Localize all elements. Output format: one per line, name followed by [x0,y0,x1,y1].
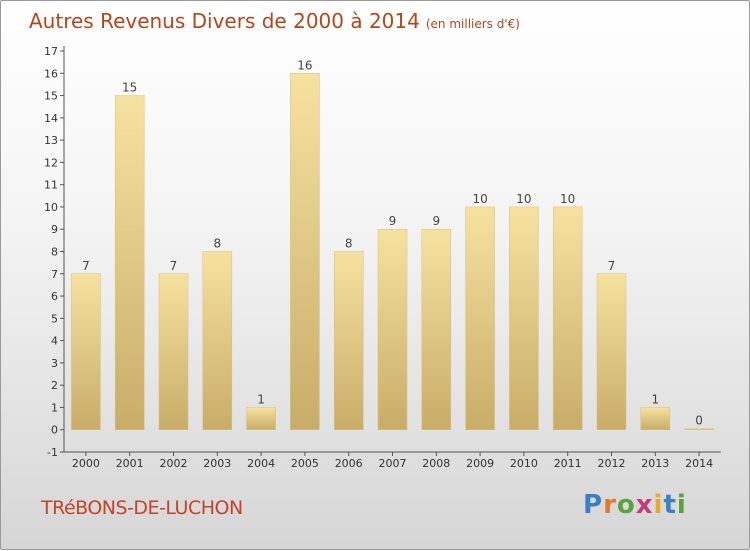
bar[interactable] [333,251,364,430]
x-tick-label: 2012 [598,457,626,470]
x-tick-label: 2000 [72,457,100,470]
x-tick-label: 2008 [422,457,450,470]
logo-letter: r [603,490,617,520]
logo-letter: i [676,490,687,520]
logo-letter: o [616,490,636,520]
logo-letter: i [653,490,664,520]
y-tick-label: 10 [44,201,58,214]
bar[interactable] [71,273,101,430]
x-tick-label: 2002 [160,457,188,470]
logo-letter: x [635,490,654,520]
x-tick-label: 2011 [554,457,582,470]
bar[interactable] [596,273,627,430]
y-tick-label: 8 [51,246,58,259]
data-label: 7 [170,259,178,273]
place-name: TRéBONS-DE-LUCHON [41,497,243,519]
data-label: 16 [297,58,312,72]
y-tick-label: 5 [51,312,58,325]
bar[interactable] [377,228,408,430]
y-tick-label: 6 [51,290,58,303]
data-label: 10 [560,192,575,206]
data-label: 7 [82,259,90,273]
title-text: Autres Revenus Divers de 2000 à 2014 [29,9,420,33]
logo-letter: t [663,490,677,520]
y-tick-label: 7 [51,268,58,281]
data-label: 8 [345,237,353,251]
bar[interactable] [509,206,539,430]
y-tick-label: 11 [44,179,58,192]
x-tick-label: 2014 [685,457,713,470]
bar[interactable] [640,407,671,430]
y-tick-label: -1 [47,446,58,459]
data-label: 0 [695,414,703,428]
proxiti-logo[interactable]: Proxiti [583,490,687,520]
logo-letter: P [583,490,604,520]
x-tick-label: 2005 [291,457,319,470]
chart-title: Autres Revenus Divers de 2000 à 2014 (en … [29,9,520,33]
data-label: 9 [432,214,440,228]
y-tick-label: 15 [44,90,58,103]
bar[interactable] [114,95,145,430]
y-tick-label: 0 [51,424,58,437]
data-label: 9 [389,214,397,228]
data-label: 8 [213,237,221,251]
y-tick-label: 14 [44,112,58,125]
chart-subtitle: (en milliers d'€) [425,17,520,31]
y-tick-label: 13 [44,134,58,147]
x-tick-label: 2006 [335,457,363,470]
bar[interactable] [290,73,320,430]
y-tick-label: 3 [51,357,58,370]
bar[interactable] [246,407,276,430]
x-tick-label: 2007 [379,457,407,470]
bar[interactable] [158,273,189,430]
data-label: 7 [608,259,616,273]
bar[interactable] [202,251,233,430]
x-tick-label: 2003 [203,457,231,470]
x-tick-label: 2013 [641,457,669,470]
x-tick-label: 2001 [116,457,144,470]
x-tick-label: 2009 [466,457,494,470]
data-label: 1 [651,392,659,406]
y-tick-label: 1 [51,401,58,414]
bar[interactable] [421,228,452,430]
data-label: 15 [122,81,137,95]
y-tick-label: 12 [44,156,58,169]
data-label: 1 [257,392,265,406]
bar[interactable] [552,206,583,430]
y-tick-label: 4 [51,335,58,348]
data-label: 10 [472,192,487,206]
y-tick-label: 9 [51,223,58,236]
x-tick-label: 2010 [510,457,538,470]
y-tick-label: 17 [44,45,58,58]
y-tick-label: 2 [51,379,58,392]
bar[interactable] [684,428,714,430]
x-tick-label: 2004 [247,457,275,470]
data-label: 10 [516,192,531,206]
y-tick-label: 16 [44,67,58,80]
bar[interactable] [465,206,495,430]
